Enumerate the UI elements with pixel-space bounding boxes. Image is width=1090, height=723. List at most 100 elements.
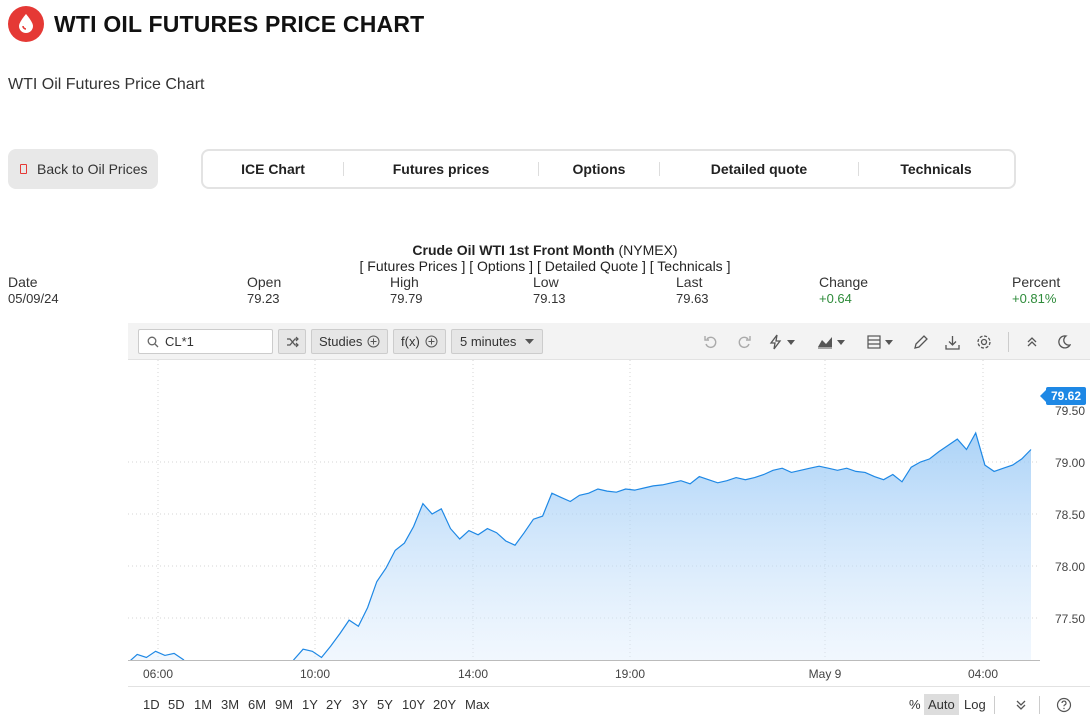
- redo-icon[interactable]: [734, 332, 754, 352]
- price-area-fill: [128, 432, 1031, 660]
- quote-links: [ Futures Prices ] [ Options ] [ Detaile…: [0, 258, 1090, 274]
- area-chart-icon: [818, 337, 832, 349]
- x-tick-label: 06:00: [142, 667, 174, 681]
- price-chart-widget: Studies f(x) 5 minutes: [128, 323, 1090, 723]
- collapse-up-icon[interactable]: [1022, 332, 1042, 352]
- range-max[interactable]: Max: [465, 697, 490, 712]
- quote-percent: Percent +0.81%: [1012, 274, 1060, 306]
- quote-label: Low: [533, 274, 559, 290]
- interval-select[interactable]: 5 minutes: [451, 329, 544, 354]
- quote-label: Open: [247, 274, 282, 290]
- range-selector-bar: 1D 5D 1M 3M 6M 9M 1Y 2Y 3Y 5Y 10Y 20Y Ma…: [128, 686, 1090, 723]
- quote-low: Low 79.13: [533, 274, 566, 306]
- x-tick-label: 04:00: [967, 667, 999, 681]
- shuffle-icon: [286, 336, 299, 347]
- current-price-tag: 79.62: [1040, 387, 1086, 405]
- quote-label: High: [390, 274, 419, 290]
- display-menu[interactable]: [863, 332, 897, 352]
- y-tick-label: 78.00: [1055, 560, 1086, 574]
- x-tick-label: 10:00: [299, 667, 331, 681]
- range-5d[interactable]: 5D: [168, 697, 185, 712]
- quote-last: Last 79.63: [676, 274, 709, 306]
- scale-auto[interactable]: Auto: [924, 694, 959, 715]
- back-to-oil-prices-button[interactable]: Back to Oil Prices: [8, 149, 158, 189]
- x-tick-label: 14:00: [457, 667, 489, 681]
- tab-futures-prices[interactable]: Futures prices: [392, 161, 490, 177]
- y-tick-label: 77.50: [1055, 612, 1086, 626]
- download-icon[interactable]: [942, 332, 962, 352]
- oil-drop-logo: [8, 6, 44, 42]
- quote-value: 79.23: [247, 291, 280, 306]
- function-button[interactable]: f(x): [393, 329, 446, 354]
- range-1y[interactable]: 1Y: [302, 697, 318, 712]
- page-title: WTI OIL FUTURES PRICE CHART: [54, 10, 425, 37]
- events-menu[interactable]: [766, 332, 798, 352]
- display-icon: [867, 335, 881, 349]
- caret-down-icon: [837, 339, 845, 345]
- range-10y[interactable]: 10Y: [402, 697, 426, 712]
- link-futures-prices[interactable]: [ Futures Prices ]: [359, 258, 466, 274]
- instrument-title: Crude Oil WTI 1st Front Month (NYMEX): [0, 242, 1090, 258]
- x-tick-label: May 9: [808, 667, 842, 681]
- quote-value: 79.63: [676, 291, 709, 306]
- quote-value: +0.64: [819, 291, 852, 306]
- back-button-label: Back to Oil Prices: [37, 161, 148, 177]
- link-options[interactable]: [ Options ]: [469, 258, 534, 274]
- range-3y[interactable]: 3Y: [352, 697, 368, 712]
- undo-icon[interactable]: [701, 332, 721, 352]
- page-header: WTI OIL FUTURES PRICE CHART: [8, 6, 424, 42]
- tab-technicals[interactable]: Technicals: [900, 161, 972, 177]
- quote-value: 79.13: [533, 291, 566, 306]
- gear-icon[interactable]: [974, 332, 994, 352]
- dark-mode-icon[interactable]: [1054, 332, 1074, 352]
- function-label: f(x): [401, 334, 420, 349]
- symbol-search[interactable]: [138, 329, 273, 354]
- page-subtitle: WTI Oil Futures Price Chart: [8, 76, 205, 93]
- tab-options[interactable]: Options: [572, 161, 626, 177]
- pencil-icon[interactable]: [910, 332, 930, 352]
- link-detailed-quote[interactable]: [ Detailed Quote ]: [536, 258, 646, 274]
- interval-label: 5 minutes: [460, 334, 517, 349]
- quote-value: +0.81%: [1012, 291, 1057, 306]
- x-axis: [128, 660, 1040, 661]
- caret-down-icon: [885, 339, 893, 345]
- range-5y[interactable]: 5Y: [377, 697, 393, 712]
- range-3m[interactable]: 3M: [221, 697, 240, 712]
- lightning-icon: [769, 334, 782, 350]
- price-area-chart[interactable]: [128, 360, 1090, 660]
- instrument-name: Crude Oil WTI 1st Front Month: [412, 242, 615, 258]
- quote-value: 05/09/24: [8, 291, 59, 306]
- quote-high: High 79.79: [390, 274, 423, 306]
- range-6m[interactable]: 6M: [248, 697, 267, 712]
- search-icon: [147, 336, 159, 347]
- scale-percent[interactable]: %: [909, 697, 921, 712]
- exchange-name: (NYMEX): [618, 242, 678, 258]
- range-1d[interactable]: 1D: [143, 697, 160, 712]
- range-9m[interactable]: 9M: [275, 697, 294, 712]
- quote-label: Percent: [1012, 274, 1061, 290]
- quote-change: Change +0.64: [819, 274, 868, 306]
- range-2y[interactable]: 2Y: [326, 697, 342, 712]
- quote-label: Date: [8, 274, 38, 290]
- plus-circle-icon: [367, 335, 380, 348]
- chart-type-menu[interactable]: [814, 332, 848, 352]
- quote-open: Open 79.23: [247, 274, 281, 306]
- studies-label: Studies: [319, 334, 363, 349]
- chevron-double-down-icon[interactable]: [1015, 699, 1027, 711]
- studies-button[interactable]: Studies: [311, 329, 389, 354]
- compare-button[interactable]: [278, 329, 306, 354]
- range-20y[interactable]: 20Y: [433, 697, 457, 712]
- tab-detailed-quote[interactable]: Detailed quote: [710, 161, 808, 177]
- back-icon: [20, 164, 27, 174]
- plus-circle-icon: [425, 335, 438, 348]
- range-1m[interactable]: 1M: [194, 697, 213, 712]
- chart-toolbar: Studies f(x) 5 minutes: [128, 323, 1090, 360]
- symbol-input[interactable]: [165, 334, 265, 349]
- quote-tabs: ICE Chart Futures prices Options Detaile…: [201, 149, 1016, 189]
- help-icon[interactable]: [1056, 697, 1072, 713]
- link-technicals[interactable]: [ Technicals ]: [649, 258, 731, 274]
- x-tick-label: 19:00: [614, 667, 646, 681]
- tab-ice-chart[interactable]: ICE Chart: [241, 161, 305, 177]
- scale-log[interactable]: Log: [964, 697, 986, 712]
- price-line: [130, 431, 1032, 660]
